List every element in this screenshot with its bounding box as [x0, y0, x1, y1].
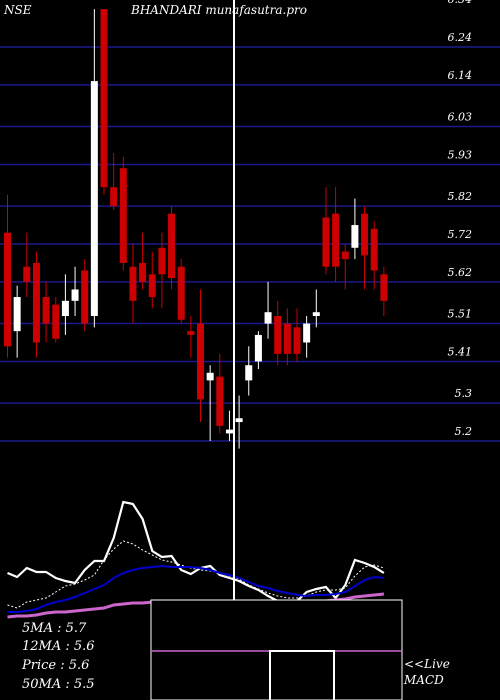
price-tick-label: 5.41 [448, 345, 473, 358]
price-tick-label: 5.3 [455, 387, 473, 400]
candle-body [274, 315, 282, 354]
candle-body [168, 213, 176, 279]
candle-body [216, 376, 224, 426]
legend-price: Price : 5.6 [21, 658, 89, 673]
candle-body [129, 266, 137, 301]
candle-body [332, 213, 340, 267]
candle-body [225, 429, 233, 434]
candle-body [81, 270, 89, 324]
macd-live-label: <<Live [404, 657, 450, 671]
ma-legend: 5MA : 5.7 12MA : 5.6 Price : 5.6 50MA : … [21, 621, 95, 692]
price-tick-label: 5.62 [448, 266, 473, 279]
candle-body [90, 81, 98, 316]
macd-name-label: MACD [403, 673, 444, 687]
candle-body [322, 217, 330, 267]
price-tick-label: 5.51 [448, 308, 473, 321]
candle-body [312, 312, 320, 316]
price-tick-label: 5.72 [448, 228, 473, 241]
legend-12ma: 12MA : 5.6 [22, 639, 95, 654]
candle-body [110, 187, 118, 207]
candle-body [100, 9, 108, 188]
candle-body [380, 274, 388, 301]
candle-body [206, 372, 214, 381]
exchange-label: NSE [3, 3, 32, 17]
price-tick-label: 5.82 [448, 190, 473, 203]
candle-body [61, 300, 69, 316]
candle-body [32, 262, 40, 343]
candle-body [293, 327, 301, 354]
candle-body [13, 297, 21, 332]
macd-panel: <<Live MACD [150, 599, 450, 700]
candle-body [119, 168, 127, 263]
price-tick-label: 6.34 [448, 0, 473, 6]
candle-body [303, 323, 311, 343]
price-tick-label: 6.03 [448, 111, 473, 124]
candle-body [351, 225, 359, 248]
ma-line-fast [7, 540, 385, 609]
ma-line-mid [7, 564, 385, 613]
price-axis-labels: 6.24 6.14 6.03 5.93 5.82 5.72 5.62 5.51 5.41 5.3 5… [448, 0, 473, 438]
candle-body [42, 297, 50, 324]
symbol-site-label: BHANDARI munafasutra.pro [130, 3, 307, 17]
candle-body [361, 213, 369, 256]
candle-body [197, 323, 204, 400]
candle-body [245, 365, 253, 381]
candle-body [283, 323, 291, 354]
candle-body [52, 304, 60, 339]
candle-body [370, 228, 378, 271]
candle-body [139, 262, 147, 282]
candle-body [264, 312, 272, 324]
ma-line-price [7, 500, 385, 606]
candle-body [71, 289, 79, 301]
price-tick-label: 6.24 [448, 31, 473, 44]
price-tick-label: 5.93 [448, 148, 473, 161]
candle-body [4, 232, 11, 347]
price-tick-label: 6.14 [448, 69, 473, 82]
candle-body [341, 251, 349, 260]
candle-body [148, 274, 156, 298]
candle-body [23, 266, 31, 282]
price-tick-label: 5.2 [455, 425, 473, 438]
macd-histogram [269, 650, 335, 700]
legend-50ma: 50MA : 5.5 [22, 677, 95, 692]
candlesticks [4, 9, 388, 449]
candle-body [254, 334, 262, 362]
legend-5ma: 5MA : 5.7 [22, 621, 87, 636]
candle-body [177, 266, 185, 320]
candle-body [187, 331, 195, 335]
candle-body [158, 247, 166, 275]
candle-body [235, 418, 243, 423]
